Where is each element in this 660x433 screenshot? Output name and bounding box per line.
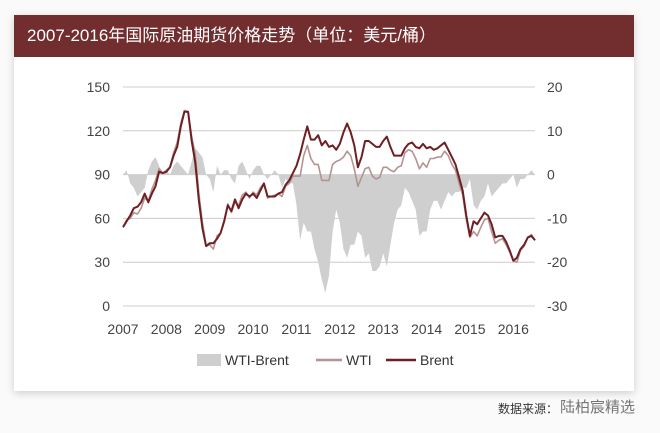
left-tick-label: 120 (87, 123, 111, 139)
legend-swatch-wti-brent (197, 354, 221, 366)
left-tick-label: 90 (94, 167, 110, 183)
chart-title: 2007-2016年国际原油期货价格走势（单位：美元/桶） (14, 15, 634, 57)
right-tick-label: -20 (547, 254, 567, 270)
x-tick-label: 2013 (368, 321, 399, 337)
x-tick-label: 2011 (281, 321, 311, 337)
brent-line (122, 110, 536, 262)
x-tick-label: 2010 (238, 321, 269, 337)
x-tick-label: 2016 (498, 321, 529, 337)
right-tick-label: 20 (547, 79, 563, 95)
left-tick-label: 0 (102, 298, 110, 314)
wti-brent-spread-area (123, 148, 535, 293)
left-tick-label: 60 (94, 210, 110, 226)
legend-label-brent: Brent (420, 352, 454, 368)
watermark: 陆柏宸精选 (560, 399, 636, 416)
right-tick-label: 10 (547, 123, 563, 139)
x-tick-label: 2012 (324, 321, 355, 337)
right-tick-label: 0 (547, 167, 555, 183)
x-tick-label: 2015 (454, 321, 485, 337)
left-tick-label: 150 (87, 79, 111, 95)
source-note: 数据来源： (498, 402, 559, 416)
legend-label-wti: WTI (346, 352, 372, 368)
x-tick-label: 2009 (194, 321, 225, 337)
x-tick-label: 2007 (107, 321, 138, 337)
legend-label-wti-brent: WTI-Brent (225, 352, 289, 368)
x-tick-label: 2008 (151, 321, 182, 337)
right-tick-label: -10 (547, 210, 567, 226)
chart-card: 2007-2016年国际原油期货价格走势（单位：美元/桶） (14, 15, 634, 391)
x-tick-label: 2014 (411, 321, 442, 337)
left-tick-label: 30 (94, 254, 110, 270)
right-tick-label: -30 (547, 298, 567, 314)
